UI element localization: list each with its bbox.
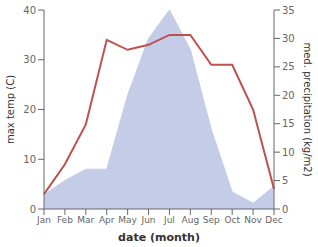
svg-text:25: 25 (282, 61, 295, 72)
svg-text:Dec: Dec (265, 215, 282, 225)
svg-text:Jan: Jan (36, 215, 51, 225)
svg-text:35: 35 (282, 5, 295, 16)
svg-text:5: 5 (282, 175, 288, 186)
svg-text:Aug: Aug (182, 215, 200, 225)
svg-text:10: 10 (23, 154, 36, 165)
svg-text:30: 30 (23, 54, 36, 65)
svg-text:0: 0 (30, 204, 36, 215)
svg-text:20: 20 (282, 90, 295, 101)
svg-text:Mar: Mar (77, 215, 94, 225)
svg-text:Nov: Nov (244, 215, 262, 225)
svg-text:May: May (118, 215, 137, 225)
svg-text:Feb: Feb (57, 215, 73, 225)
svg-text:30: 30 (282, 33, 295, 44)
svg-text:Apr: Apr (99, 215, 115, 225)
svg-text:20: 20 (23, 104, 36, 115)
svg-text:40: 40 (23, 5, 36, 16)
svg-text:Sep: Sep (203, 215, 220, 225)
svg-text:0: 0 (282, 204, 288, 215)
svg-text:15: 15 (282, 118, 295, 129)
svg-text:Jul: Jul (163, 215, 175, 225)
svg-text:10: 10 (282, 147, 295, 158)
svg-text:date (month): date (month) (118, 231, 200, 244)
svg-text:med. precipitation (kg/m2): med. precipitation (kg/m2) (302, 42, 310, 176)
svg-text:Jun: Jun (141, 215, 156, 225)
svg-text:Oct: Oct (224, 215, 240, 225)
svg-text:max temp (C): max temp (C) (8, 75, 16, 144)
